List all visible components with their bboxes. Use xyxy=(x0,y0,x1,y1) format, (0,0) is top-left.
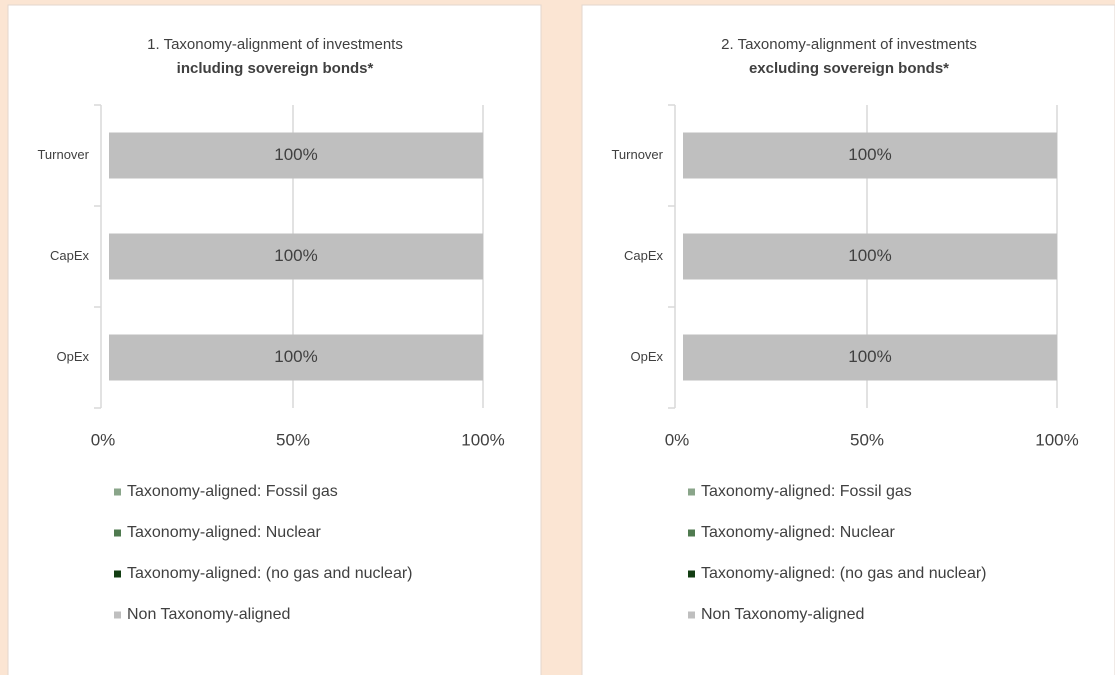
bar-segment xyxy=(109,233,483,280)
legend-label: Taxonomy-aligned: Fossil gas xyxy=(701,483,912,500)
y-tick-label: Turnover xyxy=(611,147,663,162)
legend-label: Taxonomy-aligned: (no gas and nuclear) xyxy=(127,565,413,582)
chart-title: 2. Taxonomy-alignment of investments xyxy=(721,36,977,53)
legend-swatch xyxy=(688,611,695,619)
x-tick-label: 0% xyxy=(91,430,116,449)
y-tick-label: OpEx xyxy=(630,349,663,364)
legend-swatch xyxy=(114,488,121,496)
bar-segment xyxy=(683,233,1057,280)
data-label: 100% xyxy=(274,145,317,164)
legend-label: Taxonomy-aligned: (no gas and nuclear) xyxy=(701,565,987,582)
x-tick-label: 100% xyxy=(1035,430,1078,449)
data-label: 100% xyxy=(848,347,891,366)
y-tick-label: CapEx xyxy=(50,248,90,263)
chart-subtitle: excluding sovereign bonds* xyxy=(749,60,949,77)
data-label: 100% xyxy=(274,246,317,265)
data-label: 100% xyxy=(274,347,317,366)
y-tick-label: CapEx xyxy=(624,248,664,263)
x-tick-label: 50% xyxy=(850,430,884,449)
y-tick-label: Turnover xyxy=(37,147,89,162)
bar-segment xyxy=(109,334,483,381)
bar-segment xyxy=(109,132,483,179)
legend-label: Non Taxonomy-aligned xyxy=(701,606,864,623)
bar-segment xyxy=(683,334,1057,381)
legend-swatch xyxy=(114,611,121,619)
x-tick-label: 0% xyxy=(665,430,690,449)
x-tick-label: 100% xyxy=(461,430,504,449)
legend-label: Non Taxonomy-aligned xyxy=(127,606,290,623)
legend-label: Taxonomy-aligned: Nuclear xyxy=(701,524,896,541)
legend-label: Taxonomy-aligned: Fossil gas xyxy=(127,483,338,500)
legend-swatch xyxy=(114,570,121,578)
x-tick-label: 50% xyxy=(276,430,310,449)
legend-swatch xyxy=(114,529,121,537)
chart-title: 1. Taxonomy-alignment of investments xyxy=(147,36,403,53)
data-label: 100% xyxy=(848,145,891,164)
y-tick-label: OpEx xyxy=(56,349,89,364)
legend-swatch xyxy=(688,529,695,537)
bar-segment xyxy=(683,132,1057,179)
legend-swatch xyxy=(688,488,695,496)
legend-swatch xyxy=(688,570,695,578)
chart-subtitle: including sovereign bonds* xyxy=(177,60,374,77)
data-label: 100% xyxy=(848,246,891,265)
legend-label: Taxonomy-aligned: Nuclear xyxy=(127,524,322,541)
